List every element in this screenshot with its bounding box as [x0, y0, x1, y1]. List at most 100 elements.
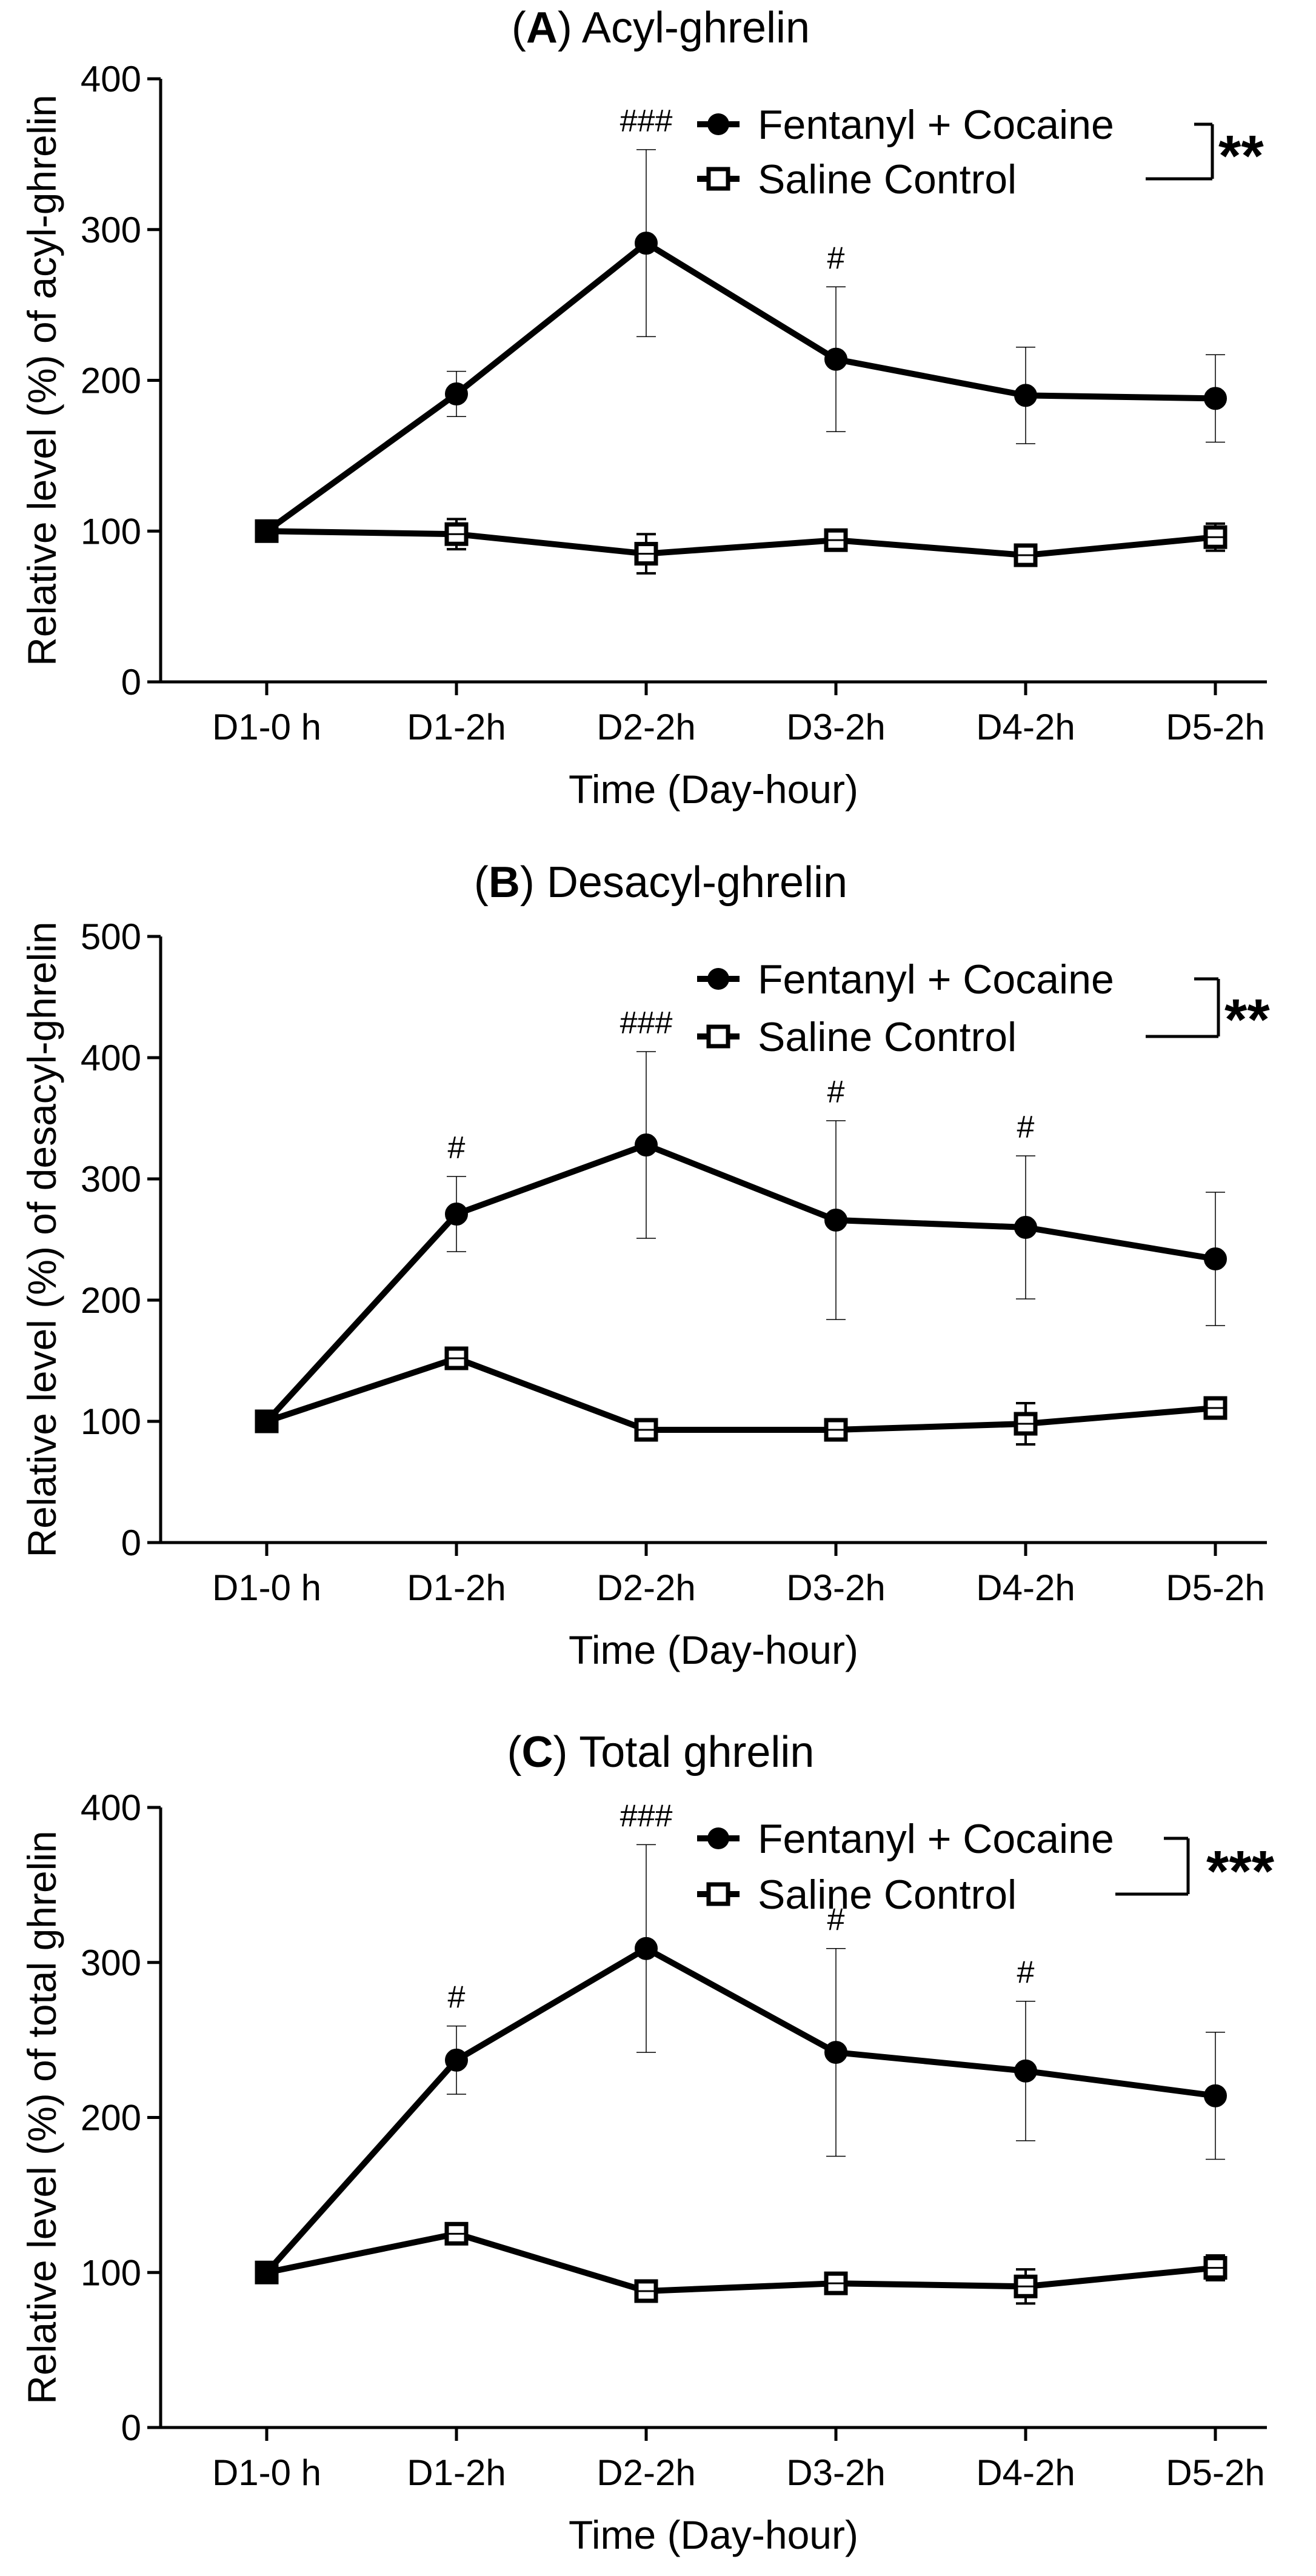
legend-label: Saline Control: [758, 1014, 1017, 1060]
x-tick-label: D1-0 h: [212, 2452, 321, 2493]
data-point: [824, 2041, 847, 2064]
legend: Fentanyl + Cocaine Saline Control ***: [697, 1816, 1275, 1918]
legend-marker: [706, 1882, 730, 1906]
data-point: [1014, 1216, 1037, 1239]
y-tick-label: 300: [81, 210, 141, 250]
data-point: [635, 1937, 658, 1960]
data-point: [824, 1209, 847, 1232]
significance-annotation: #: [1017, 1955, 1035, 1990]
x-tick-label: D1-0 h: [212, 707, 321, 747]
x-tick-label: D3-2h: [786, 2452, 885, 2493]
x-tick-label: D4-2h: [976, 1567, 1075, 1608]
significance-annotation: #: [827, 1075, 845, 1110]
series-fentanyl-cocaine: [255, 149, 1227, 543]
data-point: [635, 232, 658, 255]
x-tick-label: D2-2h: [596, 2452, 695, 2493]
x-tick-label: D1-2h: [407, 2452, 506, 2493]
significance-annotation: #: [1017, 1110, 1035, 1145]
y-tick-label: 0: [121, 2407, 141, 2448]
legend-marker: [706, 1024, 730, 1049]
data-point: [1014, 384, 1037, 407]
chart-title: (A) Acyl-ghrelin: [512, 4, 810, 52]
data-point: [445, 1203, 468, 1226]
legend-marker: [706, 167, 730, 191]
significance-annotation: ###: [620, 104, 673, 139]
x-tick-label: D2-2h: [596, 707, 695, 747]
y-tick-label: 200: [81, 2098, 141, 2138]
data-point: [1204, 387, 1227, 410]
y-tick-label: 0: [121, 662, 141, 702]
series-line: [266, 2231, 1216, 2294]
series-line: [266, 1355, 1216, 1433]
x-tick-label: D1-2h: [407, 707, 506, 747]
overall-significance: **: [1224, 987, 1270, 1052]
series-line: [264, 1142, 1216, 1424]
x-tick-label: D1-0 h: [212, 1567, 321, 1608]
overall-significance: ***: [1206, 1839, 1275, 1904]
data-point: [255, 519, 278, 543]
y-tick-label: 400: [81, 1038, 141, 1078]
legend: Fentanyl + Cocaine Saline Control **: [697, 956, 1270, 1060]
data-point: [1204, 2084, 1227, 2107]
y-axis-label: Relative level (%) of total ghrelin: [19, 1830, 64, 2404]
y-tick-label: 400: [81, 1787, 141, 1828]
data-point: [255, 1410, 278, 1433]
chart-panel-c: (C) Total ghrelin 0 100 200 300 400 D1-0 h D1-2…: [19, 1728, 1275, 2557]
y-axis-label: Relative level (%) of acyl-ghrelin: [19, 95, 64, 666]
data-point: [635, 1133, 658, 1156]
y-tick-label: 200: [81, 1280, 141, 1321]
legend-label: Saline Control: [758, 156, 1017, 202]
significance-annotation: #: [448, 1980, 466, 2015]
overall-significance: **: [1218, 124, 1264, 189]
chart-title: (C) Total ghrelin: [507, 1728, 815, 1777]
significance-annotation: #: [827, 1903, 845, 1938]
legend-label: Saline Control: [758, 1872, 1017, 1918]
y-tick-label: 300: [81, 1159, 141, 1200]
significance-annotation: #: [448, 1130, 466, 1166]
x-tick-label: D3-2h: [786, 1567, 885, 1608]
x-tick-label: D1-2h: [407, 1567, 506, 1608]
x-tick-label: D2-2h: [596, 1567, 695, 1608]
significance-annotation: ###: [620, 1006, 673, 1041]
data-point: [824, 347, 847, 371]
y-tick-label: 400: [81, 59, 141, 99]
x-tick-label: D4-2h: [976, 707, 1075, 747]
x-axis-label: Time (Day-hour): [569, 2512, 858, 2557]
chart-panel-a: (A) Acyl-ghrelin 0 100 200 300 400 D1-0 h D1-2h…: [19, 4, 1267, 812]
legend-label: Fentanyl + Cocaine: [758, 102, 1114, 148]
series-saline-control: [255, 2221, 1227, 2305]
series-line: [265, 240, 1216, 534]
series-saline-control: [255, 518, 1227, 575]
series-line: [266, 528, 1216, 559]
x-tick-label: D3-2h: [786, 707, 885, 747]
legend-marker: [707, 113, 729, 135]
legend-label: Fentanyl + Cocaine: [758, 1816, 1114, 1862]
legend-label: Fentanyl + Cocaine: [758, 956, 1114, 1003]
x-tick-label: D4-2h: [976, 2452, 1075, 2493]
data-point: [255, 2261, 278, 2284]
series-fentanyl-cocaine: [255, 1844, 1227, 2284]
series-line: [264, 1945, 1216, 2275]
legend-marker: [707, 1827, 729, 1849]
data-point: [1204, 1247, 1227, 1270]
chart-title: (B) Desacyl-ghrelin: [474, 858, 847, 907]
x-axis-label: Time (Day-hour): [569, 767, 858, 812]
y-tick-label: 500: [81, 916, 141, 957]
y-tick-label: 300: [81, 1943, 141, 1983]
x-tick-label: D5-2h: [1166, 2452, 1264, 2493]
data-point: [445, 382, 468, 405]
y-tick-label: 200: [81, 361, 141, 401]
chart-panel-b: (B) Desacyl-ghrelin 0 100 200 300 400 500 D1-0 …: [19, 858, 1270, 1672]
data-point: [445, 2048, 468, 2072]
y-tick-label: 100: [81, 2252, 141, 2293]
x-tick-label: D5-2h: [1166, 707, 1264, 747]
data-point: [1014, 2059, 1037, 2083]
x-tick-label: D5-2h: [1166, 1567, 1264, 1608]
y-tick-label: 0: [121, 1523, 141, 1563]
y-tick-label: 100: [81, 511, 141, 552]
significance-annotation: ###: [620, 1798, 673, 1834]
y-tick-label: 100: [81, 1401, 141, 1442]
series-fentanyl-cocaine: [255, 1051, 1227, 1433]
x-axis-label: Time (Day-hour): [569, 1627, 858, 1672]
